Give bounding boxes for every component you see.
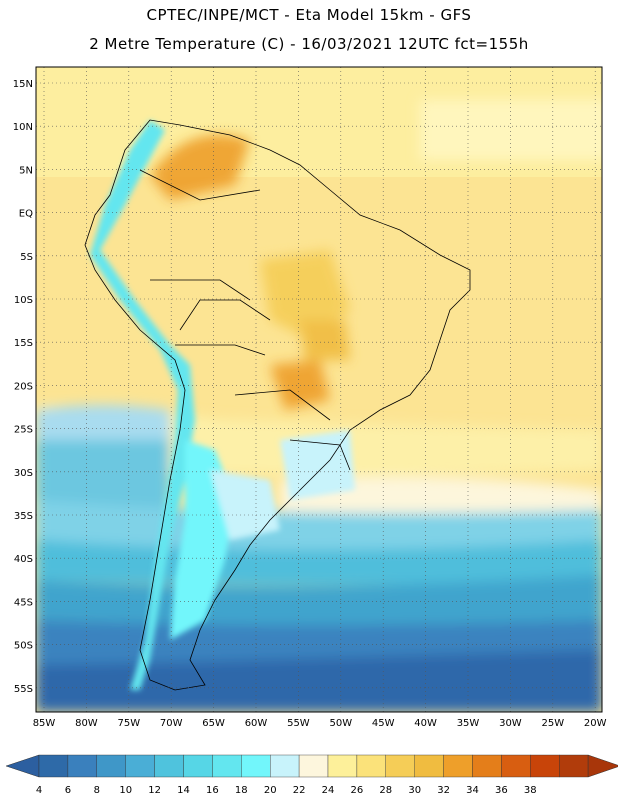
- colorbar-labels: 4 6 8 10 12 14 16 18 20 22 24 26 28 30 32 34 36 38: [36, 785, 537, 796]
- colorbar-tick-label: 30: [408, 785, 421, 796]
- colorbar-tick-label: 34: [466, 785, 479, 796]
- coastlines: [84, 119, 471, 691]
- colorbar-box: [241, 754, 271, 778]
- lat-label: 10S: [14, 295, 33, 306]
- lon-label: 65W: [202, 718, 225, 729]
- lat-label: 30S: [14, 468, 33, 479]
- colorbar-box: [96, 754, 126, 778]
- colorbar: 4 6 8 10 12 14 16 18 20 22 24 26 28 30 32 34 36 38: [5, 754, 618, 796]
- lat-label: 50S: [14, 641, 33, 652]
- colorbar-box: [38, 754, 69, 778]
- colorbar-box: [154, 754, 184, 778]
- colorbar-tick-label: 24: [322, 785, 335, 796]
- lon-label: 60W: [245, 718, 268, 729]
- colorbar-box: [356, 754, 386, 778]
- colorbar-tick-label: 28: [379, 785, 392, 796]
- lat-label: 20S: [14, 381, 33, 392]
- colorbar-boxes: [5, 754, 618, 778]
- colorbar-box: [183, 754, 213, 778]
- lon-label: 55W: [287, 718, 310, 729]
- colorbar-box: [443, 754, 473, 778]
- lon-label: 20W: [584, 718, 607, 729]
- colorbar-box: [385, 754, 415, 778]
- colorbar-tick-label: 26: [351, 785, 364, 796]
- colorbar-tick-label: 22: [293, 785, 306, 796]
- title-line-1: CPTEC/INPE/MCT - Eta Model 15km - GFS: [146, 6, 472, 24]
- lon-label: 75W: [117, 718, 140, 729]
- colorbar-tick-label: 36: [495, 785, 508, 796]
- colorbar-box: [530, 754, 560, 778]
- lat-label: 55S: [14, 684, 33, 695]
- lon-label: 40W: [414, 718, 437, 729]
- colorbar-box: [270, 754, 300, 778]
- lat-label: EQ: [19, 209, 33, 220]
- colorbar-box: [212, 754, 242, 778]
- temperature-map: 15N 10N 5N EQ 5S 10S 15S 20S 25S 30S 35S 40S 45S 50S 5…: [13, 66, 607, 729]
- colorbar-high-arrow: [587, 754, 618, 778]
- lon-label: 80W: [75, 718, 98, 729]
- colorbar-tick-label: 14: [177, 785, 190, 796]
- colorbar-box: [472, 754, 502, 778]
- colorbar-box: [501, 754, 531, 778]
- lon-label: 35W: [457, 718, 480, 729]
- lon-label: 70W: [160, 718, 183, 729]
- lon-label: 85W: [33, 718, 56, 729]
- colorbar-tick-label: 4: [36, 785, 42, 796]
- colorbar-tick-label: 12: [148, 785, 161, 796]
- map-field: [36, 67, 602, 712]
- lat-label: 10N: [13, 122, 33, 133]
- colorbar-tick-label: 18: [235, 785, 248, 796]
- lon-label: 50W: [329, 718, 352, 729]
- lat-label: 15N: [13, 79, 33, 90]
- title-line-2: 2 Metre Temperature (C) - 16/03/2021 12U…: [89, 35, 529, 53]
- lat-label: 5N: [19, 165, 33, 176]
- lat-label: 25S: [14, 425, 33, 436]
- colorbar-tick-label: 16: [206, 785, 219, 796]
- colorbar-box: [559, 754, 589, 778]
- latitude-labels: 15N 10N 5N EQ 5S 10S 15S 20S 25S 30S 35S 40S 45S 50S 5…: [13, 79, 33, 695]
- lon-label: 30W: [499, 718, 522, 729]
- lon-label: 25W: [541, 718, 564, 729]
- lat-label: 40S: [14, 554, 33, 565]
- lat-label: 45S: [14, 597, 33, 608]
- colorbar-tick-label: 8: [94, 785, 100, 796]
- colorbar-low-arrow: [5, 754, 40, 778]
- colorbar-tick-label: 20: [264, 785, 277, 796]
- longitude-labels: 85W 80W 75W 70W 65W 60W 55W 50W 45W 40W 35W 30W 25W 2…: [33, 718, 607, 729]
- lat-label: 15S: [14, 338, 33, 349]
- map-frame: [35, 66, 603, 713]
- lat-label: 35S: [14, 511, 33, 522]
- lat-label: 5S: [20, 252, 33, 263]
- lon-label: 45W: [372, 718, 395, 729]
- colorbar-box: [327, 754, 358, 778]
- colorbar-tick-label: 10: [119, 785, 132, 796]
- colorbar-tick-label: 32: [437, 785, 450, 796]
- colorbar-box: [125, 754, 155, 778]
- colorbar-box: [414, 754, 444, 778]
- colorbar-tick-label: 6: [65, 785, 71, 796]
- colorbar-box: [67, 754, 98, 778]
- colorbar-box: [298, 754, 329, 778]
- colorbar-tick-label: 38: [524, 785, 537, 796]
